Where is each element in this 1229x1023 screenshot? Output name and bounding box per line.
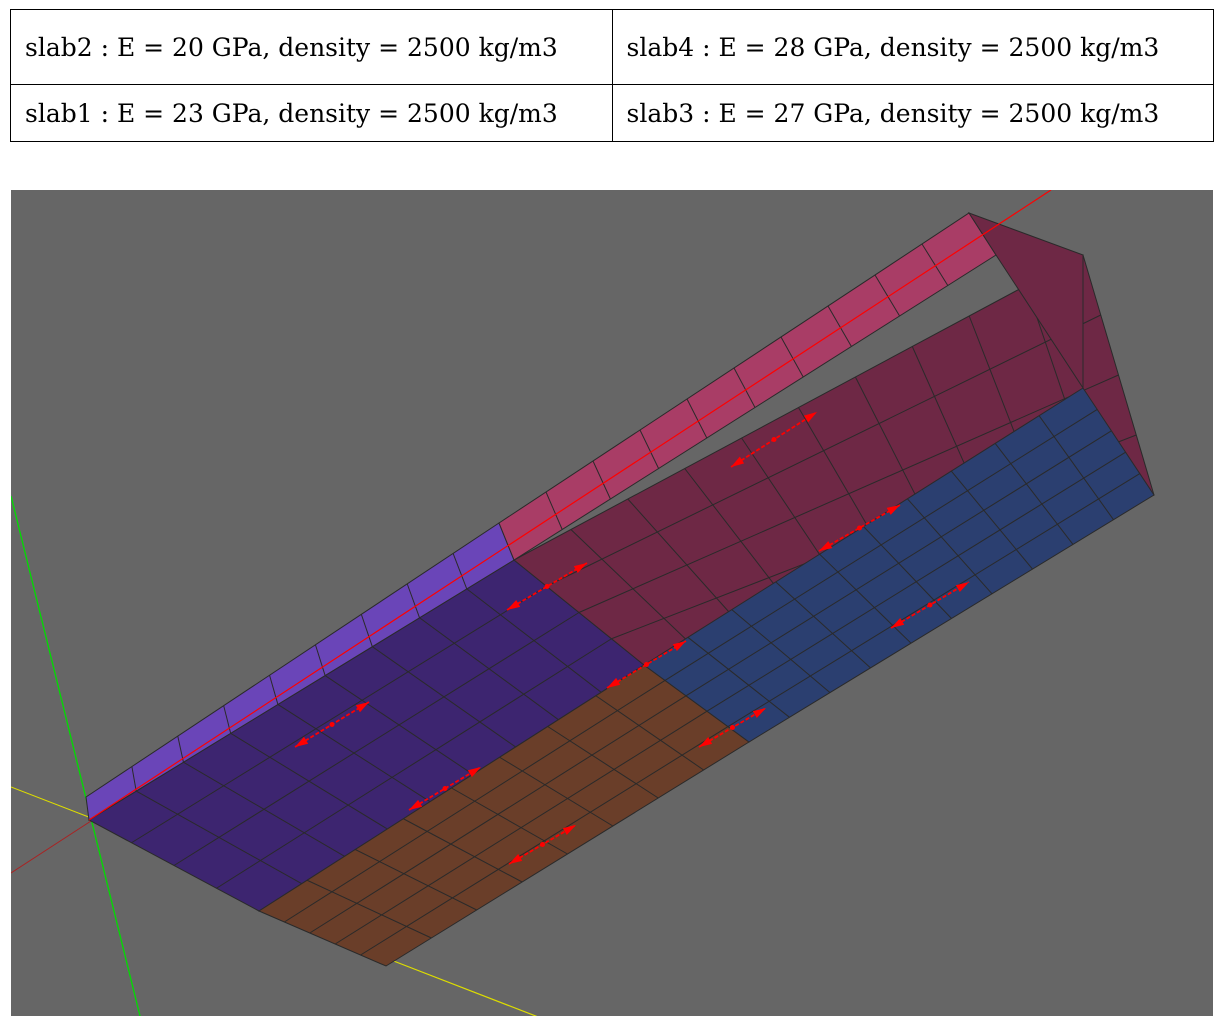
mesh-line (131, 766, 137, 792)
arrow-head (955, 582, 969, 592)
arrow-head (731, 456, 745, 467)
direction-arrow (818, 504, 901, 552)
arrow-head (355, 702, 369, 713)
slab4-properties-cell: slab4 : E = 28 GPa, density = 2500 kg/m3 (611, 9, 1214, 85)
mesh-line (578, 374, 1119, 613)
slab3-properties-cell: slab3 : E = 27 GPa, density = 2500 kg/m3 (611, 84, 1214, 142)
mesh-line (360, 614, 373, 647)
mesh-line (727, 473, 1141, 728)
mesh-line (664, 408, 1098, 681)
mesh-line (452, 553, 468, 590)
slab2-properties-cell: slab2 : E = 20 GPa, density = 2500 kg/m3 (10, 9, 613, 85)
arrow-midpoint (927, 602, 933, 608)
mesh-line (131, 585, 547, 844)
arrow-head (507, 600, 521, 610)
slab-mesh (85, 212, 1155, 967)
arrow-head (891, 618, 905, 628)
arrow-head (886, 505, 900, 515)
mesh-line (685, 430, 1112, 697)
arrow-head (562, 825, 576, 835)
mesh-line (269, 675, 279, 705)
arrow-midpoint (644, 662, 649, 667)
mesh-line (592, 460, 611, 500)
slab1-properties-cell: slab1 : E = 23 GPa, density = 2500 kg/m3 (10, 84, 613, 142)
slab4-end-face (967, 212, 1084, 390)
mesh-line (706, 451, 1126, 712)
mesh-line (595, 695, 704, 771)
arrow-head (699, 737, 713, 747)
mesh-line (874, 274, 901, 317)
mesh-line (309, 695, 687, 934)
mesh-line (819, 553, 912, 644)
arrow-midpoint (329, 722, 335, 727)
mesh-line (223, 705, 232, 734)
mesh-line (545, 491, 563, 530)
arrow-midpoint (544, 584, 550, 589)
axis-z-line (390, 959, 538, 1016)
mesh-line (994, 443, 1074, 545)
arrow-head (672, 641, 686, 652)
mesh-line (921, 243, 949, 286)
arrow-midpoint (442, 786, 448, 791)
mesh-line (1038, 415, 1114, 520)
arrow-head (295, 736, 309, 747)
arrow-head (573, 563, 587, 573)
direction-arrow (408, 766, 482, 811)
mesh-line (827, 305, 852, 347)
mesh-line (546, 314, 1101, 587)
arrow-head (467, 767, 481, 778)
direction-arrow (506, 562, 588, 611)
fe-model-viewport[interactable] (11, 190, 1213, 1016)
mesh-line (731, 609, 831, 693)
mesh-line (687, 636, 790, 718)
mesh-line (499, 756, 614, 827)
mesh-line (733, 367, 756, 408)
mesh-line (547, 726, 659, 799)
mesh-line (355, 849, 477, 911)
axis-y-line (11, 495, 141, 1016)
arrow-midpoint (730, 725, 735, 730)
arrow-head (819, 541, 833, 551)
slab-properties-table: slab2 : E = 20 GPa, density = 2500 kg/m3… (10, 9, 1214, 142)
mesh-line (173, 612, 580, 866)
mesh-line (950, 470, 1033, 570)
mesh-line (775, 581, 871, 669)
mesh-line (451, 787, 568, 855)
slab3-face (643, 387, 1155, 743)
direction-arrows (294, 411, 970, 865)
mesh-line (403, 818, 523, 883)
table-row: slab1 : E = 23 GPa, density = 2500 kg/m3… (10, 84, 1214, 142)
arrow-midpoint (771, 437, 777, 442)
axis-x-line (88, 190, 1052, 821)
mesh-line (863, 526, 952, 619)
arrow-head (509, 854, 523, 864)
mesh-line (686, 398, 708, 439)
mesh-line (360, 726, 729, 956)
mesh-line (314, 644, 326, 676)
mesh-line (907, 498, 993, 595)
arrow-head (803, 412, 817, 423)
mesh-line (284, 679, 666, 923)
arrow-head (752, 708, 766, 718)
arrow-head (409, 799, 423, 810)
mesh-line (306, 879, 432, 939)
axis-z-line (11, 786, 100, 822)
mesh-line (216, 638, 612, 889)
table-row: slab2 : E = 20 GPa, density = 2500 kg/m3… (10, 9, 1214, 85)
mesh-line (780, 336, 804, 378)
coordinate-axes (11, 495, 538, 1016)
mesh-line (406, 583, 421, 618)
axis-x-line (88, 190, 1052, 821)
mesh-line (177, 736, 184, 763)
arrow-head (607, 677, 621, 688)
mesh-line (639, 429, 660, 469)
axis-x-line (11, 820, 92, 874)
arrow-midpoint (540, 842, 545, 847)
mesh-line (334, 710, 708, 945)
arrow-midpoint (857, 525, 862, 531)
